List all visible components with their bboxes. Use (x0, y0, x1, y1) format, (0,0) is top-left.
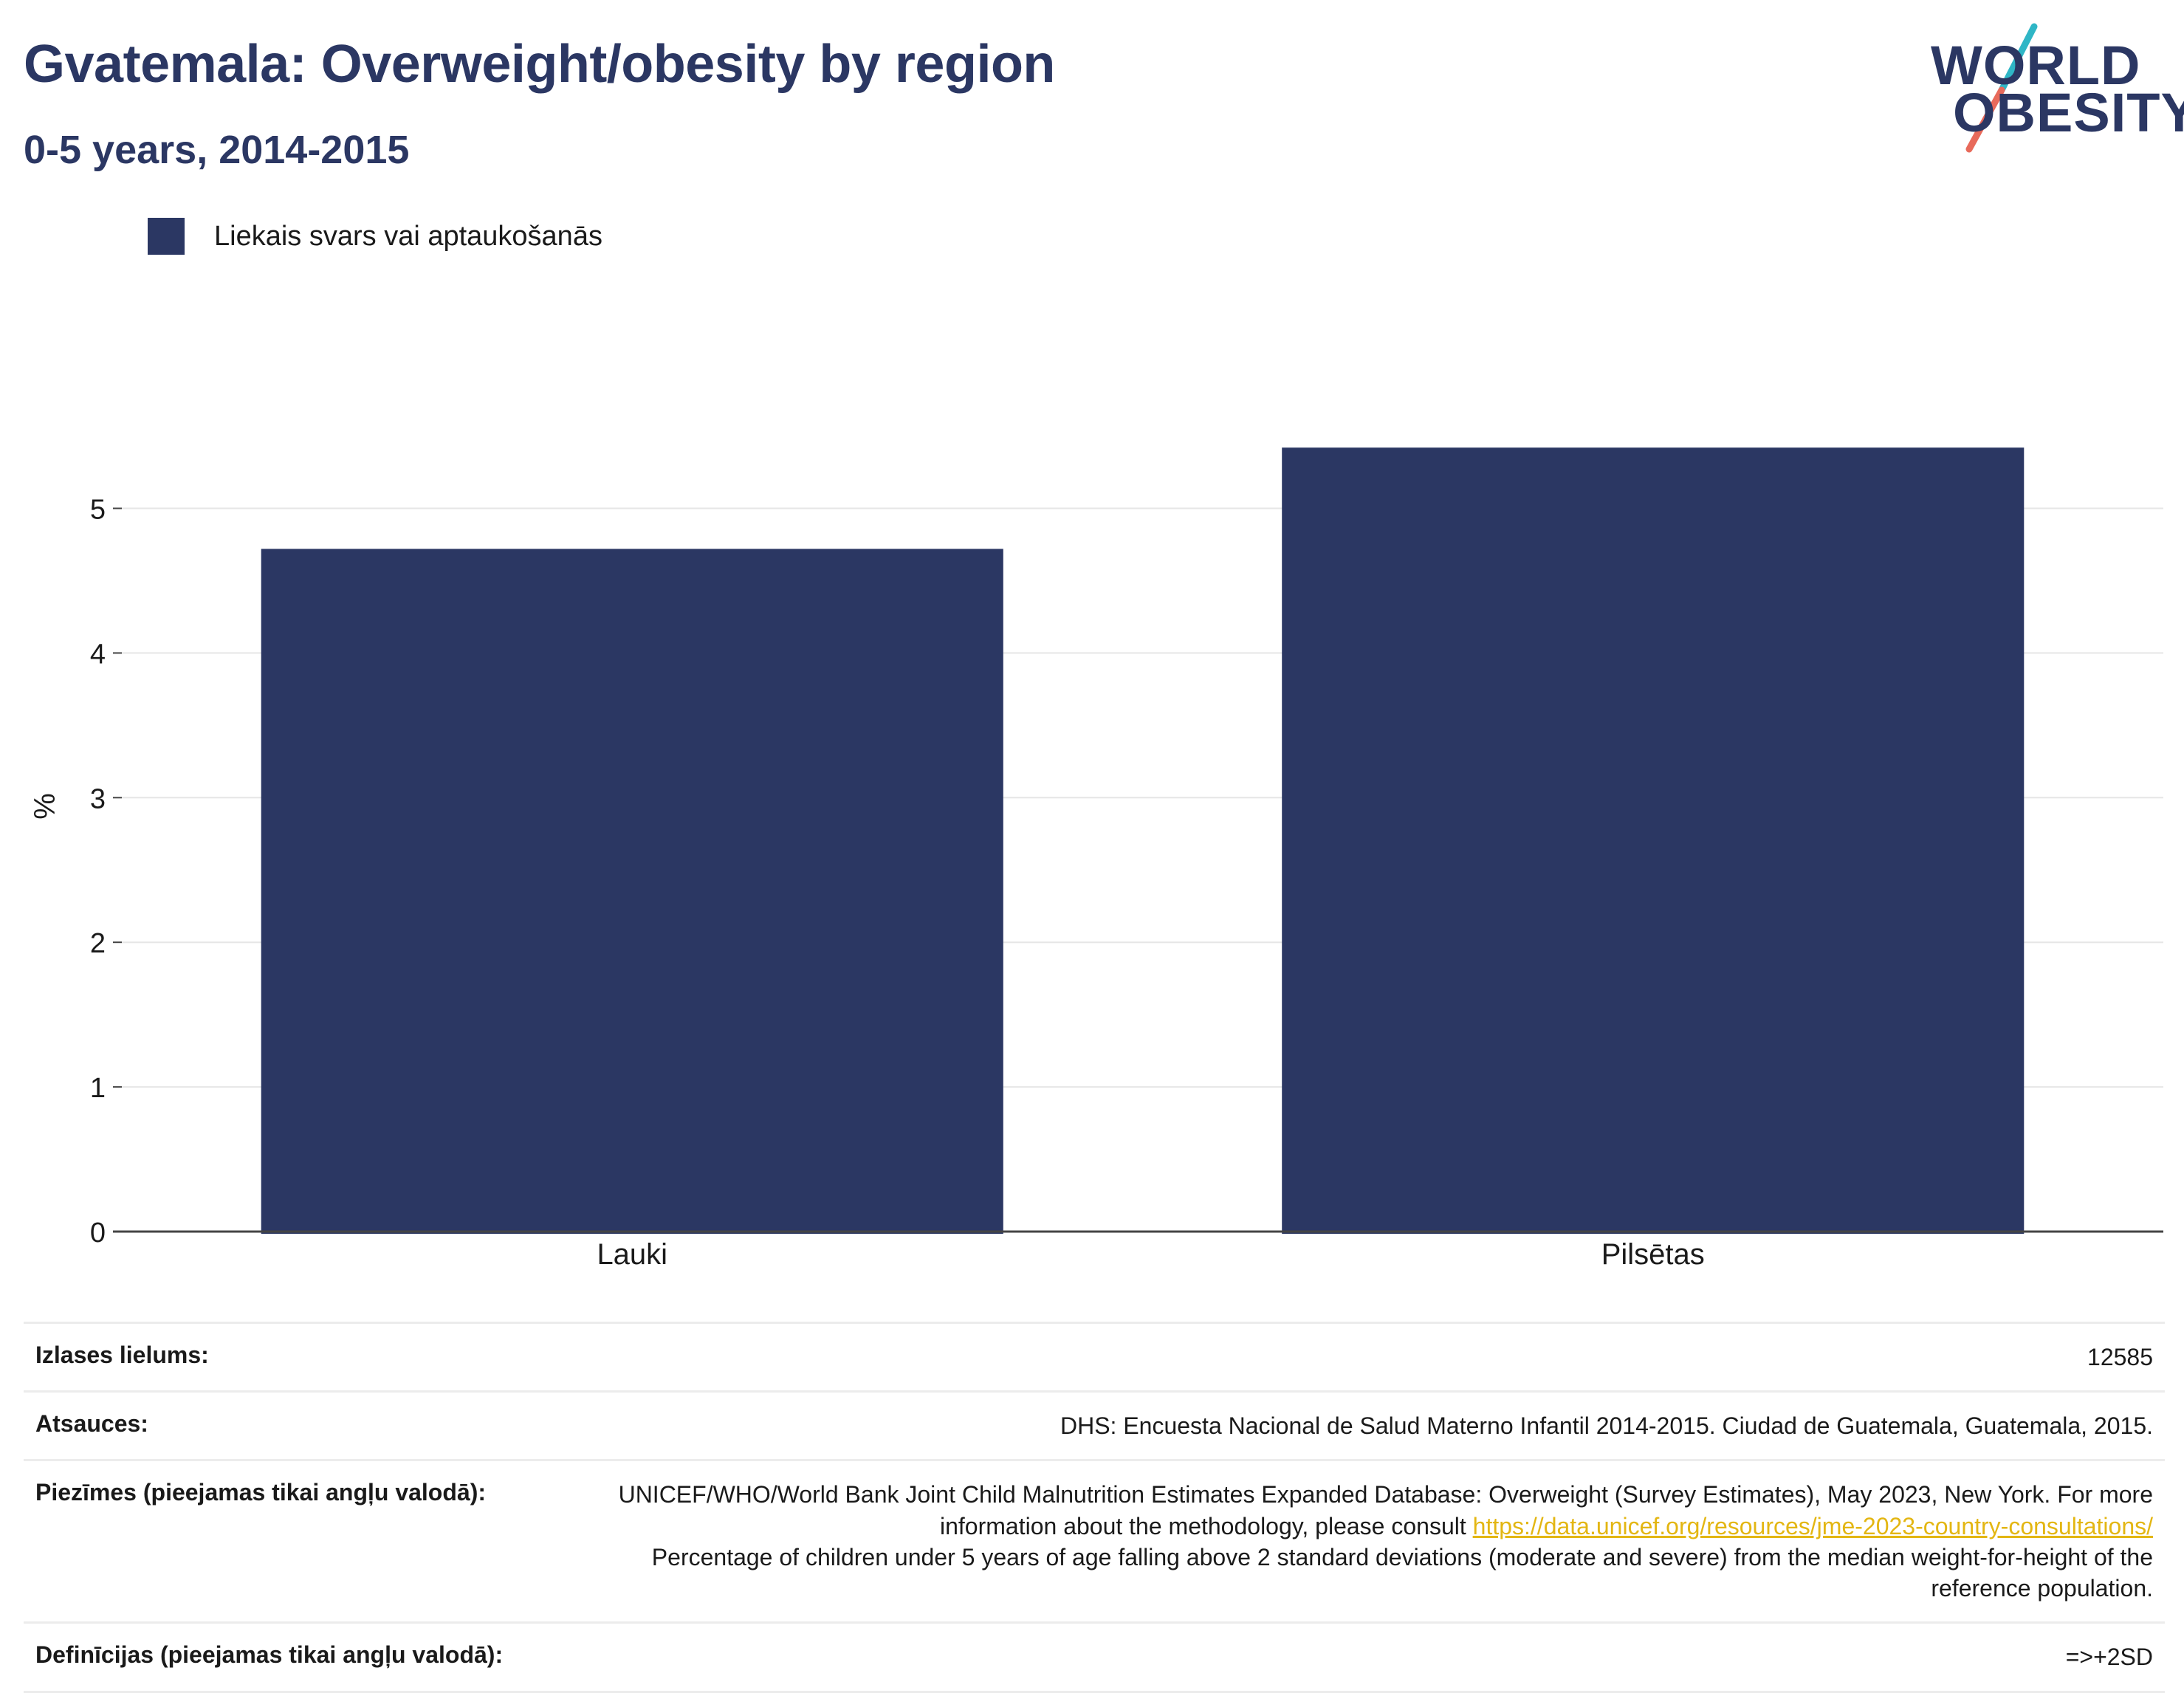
chart-subtitle: 0-5 years, 2014-2015 (24, 128, 410, 172)
y-axis-label: % (29, 793, 61, 820)
references-value: DHS: Encuesta Nacional de Salud Materno … (1060, 1412, 2153, 1440)
logo-word-world: WORLD (1931, 35, 2141, 96)
legend-swatch (148, 218, 185, 255)
bar-pilsētas (1282, 447, 2025, 1235)
info-row-notes: Piezīmes (pieejamas tikai angļu valodā):… (24, 1459, 2165, 1621)
definitions-label: Definīcijas (pieejamas tikai angļu valod… (35, 1641, 504, 1669)
info-row-references: Atsauces: DHS: Encuesta Nacional de Salu… (24, 1390, 2165, 1459)
x-tick-label: Lauki (597, 1238, 667, 1271)
legend-label: Liekais svars vai aptaukošanās (214, 220, 602, 252)
sample-size-label: Izlases lielums: (35, 1342, 209, 1368)
notes-link[interactable]: https://data.unicef.org/resources/jme-20… (1472, 1512, 2153, 1539)
y-tick-label: 4 (90, 639, 106, 670)
y-tick-label: 2 (90, 928, 106, 959)
info-row-sample-size: Izlases lielums: 12585 (24, 1322, 2165, 1390)
info-row-definitions: Definīcijas (pieejamas tikai angļu valod… (24, 1621, 2165, 1693)
bar-lauki (261, 549, 1003, 1234)
y-tick-label: 1 (90, 1073, 106, 1104)
sample-size-value: 12585 (2087, 1344, 2153, 1370)
y-tick-label: 5 (90, 495, 106, 526)
logo-word-obesity: OBESITY (1953, 82, 2184, 143)
legend: Liekais svars vai aptaukošanās (148, 218, 602, 255)
definitions-value: =>+2SD (2065, 1644, 2153, 1671)
info-table: Izlases lielums: 12585 Atsauces: DHS: En… (24, 1322, 2165, 1693)
notes-definition-text: Percentage of children under 5 years of … (651, 1543, 2153, 1602)
y-tick-label: 0 (90, 1218, 106, 1249)
notes-text: UNICEF/WHO/World Bank Joint Child Malnut… (618, 1481, 2153, 1539)
notes-label: Piezīmes (pieejamas tikai angļu valodā): (35, 1479, 486, 1506)
x-tick-label: Pilsētas (1601, 1238, 1705, 1271)
logo-slash-icon (1965, 23, 2038, 153)
chart-title: Gvatemala: Overweight/obesity by region (24, 35, 1055, 94)
notes-value: UNICEF/WHO/World Bank Joint Child Malnut… (602, 1479, 2153, 1604)
bar-chart: % 0 1 2 3 4 5 Lauki Pilsētas (29, 447, 2163, 1271)
world-obesity-logo: WORLD OBESITY (1931, 22, 2184, 155)
y-tick-label: 3 (90, 783, 106, 814)
references-label: Atsauces: (35, 1410, 148, 1438)
